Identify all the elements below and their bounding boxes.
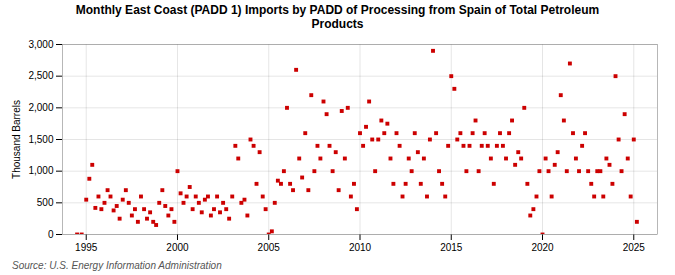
svg-text:2020: 2020	[531, 241, 554, 252]
svg-text:3,000: 3,000	[28, 38, 53, 49]
svg-text:2025: 2025	[623, 241, 646, 252]
svg-text:1,000: 1,000	[28, 165, 53, 176]
html-text:Monthly East Coast (PADD 1) Im: Monthly East Coast (PADD 1) Imports by P…	[75, 3, 600, 32]
svg-text:1995: 1995	[75, 241, 98, 252]
svg-text:1,500: 1,500	[28, 133, 53, 144]
svg-text:500: 500	[37, 197, 54, 208]
svg-text:0: 0	[48, 228, 54, 239]
html-text:Source: U.S. Energy Informatio: Source: U.S. Energy Information Administ…	[12, 259, 222, 271]
svg-text:2000: 2000	[166, 241, 189, 252]
svg-text:2,500: 2,500	[28, 70, 53, 81]
svg-text:2005: 2005	[258, 241, 281, 252]
svg-text:Thousand Barrels: Thousand Barrels	[11, 100, 22, 179]
svg-text:2015: 2015	[440, 241, 463, 252]
svg-text:2,000: 2,000	[28, 102, 53, 113]
svg-text:2010: 2010	[349, 241, 372, 252]
